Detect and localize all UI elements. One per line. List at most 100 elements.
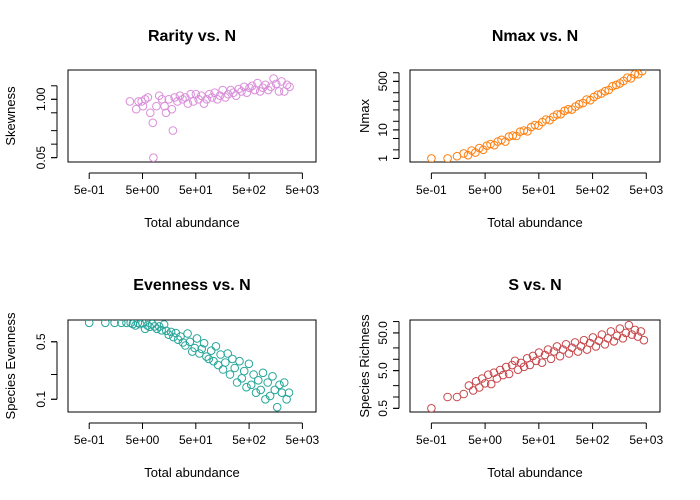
data-point: [256, 385, 266, 395]
y-tick-label: 5.0: [376, 362, 390, 379]
data-point: [122, 320, 131, 328]
data-point: [272, 402, 282, 412]
data-point: [223, 349, 232, 358]
y-tick-label: 10: [376, 123, 390, 137]
data-point: [249, 370, 258, 379]
data-point: [230, 363, 239, 373]
panel-1: Rarity vs. N 5e-01 5e+00 5e+01 5e+02 5e+03 0.0…: [3, 28, 320, 230]
data-point: [574, 99, 584, 109]
data-point: [621, 328, 631, 338]
data-point: [498, 370, 508, 380]
x-tick-label: 5e+00: [468, 183, 502, 197]
data-point: [101, 320, 110, 328]
x-tick-label: 5e+03: [286, 433, 320, 447]
data-point: [199, 338, 209, 348]
y-axis-label: Nmax: [357, 99, 372, 133]
data-point: [197, 344, 206, 354]
data-point: [573, 347, 583, 356]
data-point: [258, 368, 268, 378]
data-point: [508, 131, 518, 140]
data-point: [199, 99, 209, 108]
data-point: [168, 126, 178, 135]
data-point: [186, 89, 195, 99]
data-point: [84, 320, 94, 328]
data-point: [270, 385, 280, 395]
data-point: [549, 347, 559, 356]
data-point: [239, 366, 249, 376]
data-point: [427, 154, 436, 162]
data-point: [191, 89, 201, 99]
data-point: [606, 327, 616, 336]
data-point: [218, 365, 228, 374]
data-point: [284, 388, 294, 398]
data-point: [507, 360, 517, 370]
x-tick-label: 5e+02: [576, 183, 610, 197]
data-point: [185, 337, 195, 347]
data-point: [279, 378, 289, 387]
data-point: [152, 324, 162, 334]
y-tick-label: 500: [376, 71, 390, 91]
panel-2: Nmax vs. N 5e-01 5e+00 5e+01 5e+02 5e+03 1 10 50…: [357, 28, 663, 230]
y-axis-label: Skewness: [3, 86, 18, 146]
points-group: [125, 74, 294, 162]
data-point: [564, 349, 574, 358]
data-point: [275, 380, 284, 390]
data-point: [630, 70, 640, 79]
panel-title: Nmax vs. N: [492, 28, 578, 45]
y-tick-label: 0.5: [376, 400, 390, 417]
data-point: [178, 338, 188, 347]
x-tick-label: 5e+01: [179, 183, 213, 197]
data-point: [173, 97, 182, 106]
panel-title: S vs. N: [508, 277, 561, 294]
data-point: [593, 90, 603, 99]
data-point: [618, 334, 628, 343]
data-point: [266, 82, 276, 92]
data-point: [608, 81, 617, 91]
data-point: [251, 388, 261, 398]
data-point: [459, 149, 469, 158]
data-point: [475, 383, 484, 392]
x-tick-label: 5e+03: [629, 183, 663, 197]
x-tick-label: 5e+01: [179, 433, 213, 447]
data-point: [558, 345, 568, 354]
data-point: [152, 101, 161, 111]
data-point: [143, 321, 152, 330]
y-tick-label: 0.05: [34, 146, 48, 170]
data-point: [269, 74, 278, 83]
data-point: [148, 118, 158, 128]
data-point: [225, 370, 235, 379]
data-point: [540, 350, 550, 360]
data-point: [228, 354, 237, 364]
data-point: [464, 381, 474, 390]
x-tick-label: 5e-01: [416, 433, 447, 447]
data-point: [285, 82, 294, 92]
y-tick-label: 0.5: [34, 333, 48, 350]
data-point: [519, 126, 529, 135]
x-tick-label: 5e+00: [468, 433, 502, 447]
data-point: [443, 154, 452, 162]
data-point: [274, 87, 284, 96]
data-point: [531, 356, 541, 366]
x-tick-label: 5e+02: [576, 433, 610, 447]
data-point: [178, 95, 187, 104]
data-point: [637, 70, 647, 76]
data-point: [639, 335, 649, 345]
x-axis-label: Total abundance: [487, 215, 582, 230]
data-point: [271, 79, 281, 89]
data-point: [530, 120, 540, 130]
data-point: [459, 389, 469, 399]
data-point: [483, 370, 493, 380]
data-point: [125, 97, 135, 106]
data-point: [244, 359, 254, 369]
x-tick-label: 5e+00: [126, 183, 160, 197]
data-point: [510, 356, 520, 366]
data-point: [234, 84, 244, 94]
data-point: [261, 80, 270, 90]
data-point: [537, 358, 547, 368]
points-group: [427, 320, 649, 412]
data-point: [164, 95, 174, 104]
points-group: [427, 70, 647, 162]
y-tick-label: 0.1: [34, 391, 48, 408]
data-point: [192, 334, 202, 343]
data-point: [166, 327, 176, 337]
